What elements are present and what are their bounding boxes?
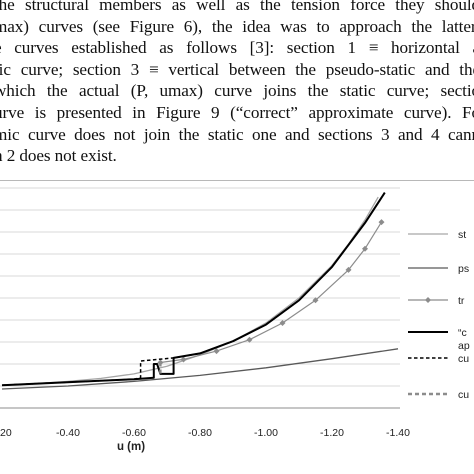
series-point bbox=[180, 356, 187, 363]
series-line-2 bbox=[1, 348, 399, 390]
legend-label: ps bbox=[458, 263, 469, 275]
series-point bbox=[213, 348, 220, 355]
series-point bbox=[157, 359, 164, 366]
series-line-3 bbox=[160, 221, 383, 364]
text-line-4: tic curve; section 3 ≡ vertical between … bbox=[0, 59, 474, 79]
text-line-1: the structural members as well as the te… bbox=[0, 0, 474, 14]
legend-label: st bbox=[458, 229, 466, 241]
x-tick-label: -1.00 bbox=[254, 427, 278, 439]
legend-label: cu bbox=[458, 389, 469, 401]
x-tick-label: 20 bbox=[0, 427, 12, 439]
legend-label: “c bbox=[458, 327, 467, 339]
series-point bbox=[378, 219, 385, 226]
text-line-2: max) curves (see Figure 6), the idea was… bbox=[0, 16, 474, 36]
x-tick-label: -0.60 bbox=[122, 427, 146, 439]
text-line-3: e curves established as follows [3]: sec… bbox=[0, 38, 474, 58]
legend-label: tr bbox=[458, 295, 465, 307]
text-line-7: mic curve does not join the static one a… bbox=[0, 124, 474, 144]
line-chart: 20 -0.40 -0.60 -0.80 -1.00 -1.20 -1.40 u (m) s… bbox=[0, 187, 470, 453]
chart-series bbox=[1, 192, 399, 390]
text-line-5: which the actual (P, umax) curve joins t… bbox=[0, 81, 474, 101]
series-line-1 bbox=[1, 196, 379, 386]
x-tick-label: -0.40 bbox=[56, 427, 80, 439]
legend-marker bbox=[425, 297, 431, 303]
series-line-5 bbox=[1, 192, 386, 386]
section-divider bbox=[0, 180, 474, 181]
x-axis-label: u (m) bbox=[117, 441, 145, 453]
series-point bbox=[345, 266, 352, 273]
series-point bbox=[279, 320, 286, 327]
legend-label: cu bbox=[458, 353, 469, 365]
legend-label-line2: ap bbox=[458, 340, 470, 352]
x-tick-label: -1.20 bbox=[320, 427, 344, 439]
x-tick-label: -1.40 bbox=[386, 427, 410, 439]
x-axis-ticks: 20 -0.40 -0.60 -0.80 -1.00 -1.20 -1.40 bbox=[0, 427, 410, 439]
series-point bbox=[312, 297, 319, 304]
chart-grid bbox=[0, 187, 400, 409]
series-point bbox=[362, 245, 368, 252]
series-point bbox=[246, 336, 253, 343]
paragraph-text: the structural members as well as the te… bbox=[0, 0, 474, 167]
text-line-8: n 2 does not exist. bbox=[0, 146, 117, 166]
text-line-6: urve is presented in Figure 9 (“correct”… bbox=[0, 102, 474, 122]
x-tick-label: -0.80 bbox=[188, 427, 212, 439]
